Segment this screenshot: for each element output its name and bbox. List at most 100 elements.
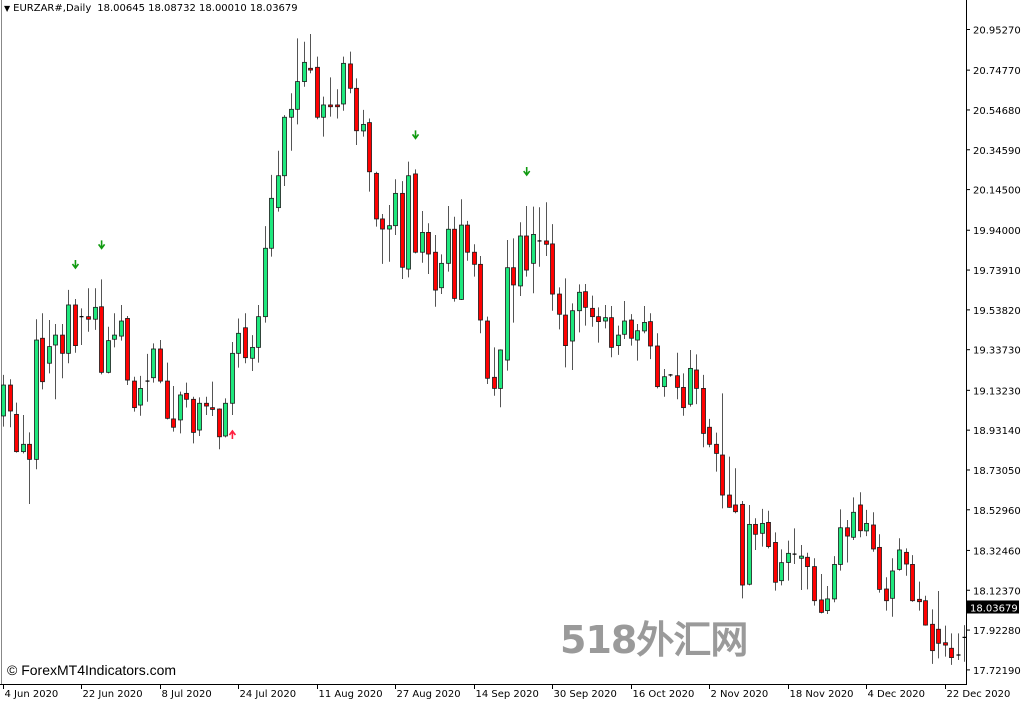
candle — [433, 234, 438, 307]
candle — [452, 216, 457, 302]
dropdown-triangle-icon[interactable]: ▼ — [4, 4, 11, 13]
candle — [328, 77, 333, 117]
candle-body-bear — [413, 173, 418, 253]
candle-body-bull — [662, 376, 667, 388]
candle — [897, 538, 902, 571]
price-tick-label: 19.94000 — [973, 226, 1021, 237]
candle — [662, 368, 667, 397]
candle-body-bear — [936, 628, 941, 644]
candle — [707, 418, 712, 448]
candle — [877, 534, 882, 593]
candle — [308, 33, 313, 74]
candle — [786, 540, 791, 581]
candle-body-bull — [890, 570, 895, 599]
candle-body-bull — [387, 225, 392, 230]
candle-body-bull — [688, 367, 693, 405]
candle-body-bull — [603, 317, 608, 322]
candle — [949, 633, 954, 665]
candle-body-bear — [819, 599, 824, 613]
candle-body-bear — [125, 318, 130, 381]
candle-body-bear — [158, 348, 163, 382]
candle — [917, 581, 922, 611]
candle — [197, 397, 202, 436]
candle-body-bear — [27, 443, 32, 460]
candle — [1, 374, 6, 427]
candle — [158, 340, 163, 384]
price-tick-label: 19.13230 — [973, 386, 1021, 397]
candle-body-bear — [727, 494, 732, 508]
candle-body-bear — [524, 235, 529, 271]
candle — [125, 316, 130, 386]
candle — [426, 223, 431, 275]
price-tick-label: 20.54680 — [973, 106, 1021, 117]
candle — [21, 414, 26, 454]
candle — [321, 96, 326, 137]
candle-body-bull — [616, 334, 621, 346]
candle — [79, 308, 84, 346]
candle — [171, 386, 176, 432]
candle — [400, 181, 405, 279]
candle-body-bull — [197, 402, 202, 431]
candle — [936, 590, 941, 659]
candle — [60, 323, 65, 379]
candle-body-bull — [864, 522, 869, 532]
candle — [204, 396, 209, 415]
price-tick-label: 19.53820 — [973, 306, 1021, 317]
candle — [459, 199, 464, 301]
candle — [590, 295, 595, 327]
candle-body-bear — [184, 392, 189, 400]
price-axis[interactable]: 20.95270 20.74770 20.54680 20.34590 20.14500… — [966, 26, 1021, 677]
candle-body-bear — [308, 67, 313, 71]
candle-body-bear — [596, 316, 601, 323]
candle-body-bear — [681, 387, 686, 409]
candle-body-bull — [282, 116, 287, 177]
candle — [243, 313, 248, 364]
candle-body-bear — [550, 243, 555, 295]
candle-body-bull — [263, 247, 268, 318]
candle — [753, 518, 758, 550]
candle — [688, 349, 693, 407]
candle-body-bear — [812, 566, 817, 602]
candle-body-bull — [570, 310, 575, 342]
candle — [616, 325, 621, 355]
candle — [890, 558, 895, 617]
candle-body-bear — [217, 408, 222, 438]
candle — [910, 555, 915, 602]
candle-body-bear — [766, 522, 771, 547]
candle-body-bear — [426, 232, 431, 255]
candle-body-bull — [256, 316, 261, 348]
candle-body-bear — [923, 600, 928, 626]
date-tick-label: 27 Aug 2020 — [397, 689, 461, 700]
candle-body-bear — [773, 542, 778, 583]
candle-body-bear — [557, 293, 562, 315]
candle — [380, 213, 385, 264]
candle-body-bear — [910, 564, 915, 602]
candle-body-bear — [380, 218, 385, 230]
candle-body-bear — [191, 398, 196, 433]
candle-body-bear — [655, 345, 660, 388]
candle-body-bear — [609, 317, 614, 348]
candle — [779, 549, 784, 586]
candle — [871, 512, 876, 552]
candle — [498, 349, 503, 408]
candle-body-bull — [34, 339, 39, 460]
candle-body-bear — [871, 524, 876, 550]
time-axis[interactable]: 4 Jun 2020 22 Jun 2020 8 Jul 2020 24 Jul 20… — [3, 684, 1011, 700]
candle — [73, 299, 78, 353]
candle-body-bear — [648, 321, 653, 347]
candle-body-bull — [295, 81, 300, 110]
candle — [191, 396, 196, 444]
candle-body-bear — [917, 598, 922, 603]
candle — [276, 150, 281, 212]
sell-arrow-icon — [97, 240, 106, 250]
candle-body-bull — [66, 304, 71, 354]
candle-body-bear — [478, 263, 483, 321]
candle — [348, 51, 353, 94]
candle — [413, 169, 418, 254]
candle — [53, 323, 58, 400]
candle-body-bull — [276, 175, 281, 209]
candle-body-bull — [825, 598, 830, 612]
candle — [596, 307, 601, 343]
candle-body-bear — [563, 314, 568, 346]
